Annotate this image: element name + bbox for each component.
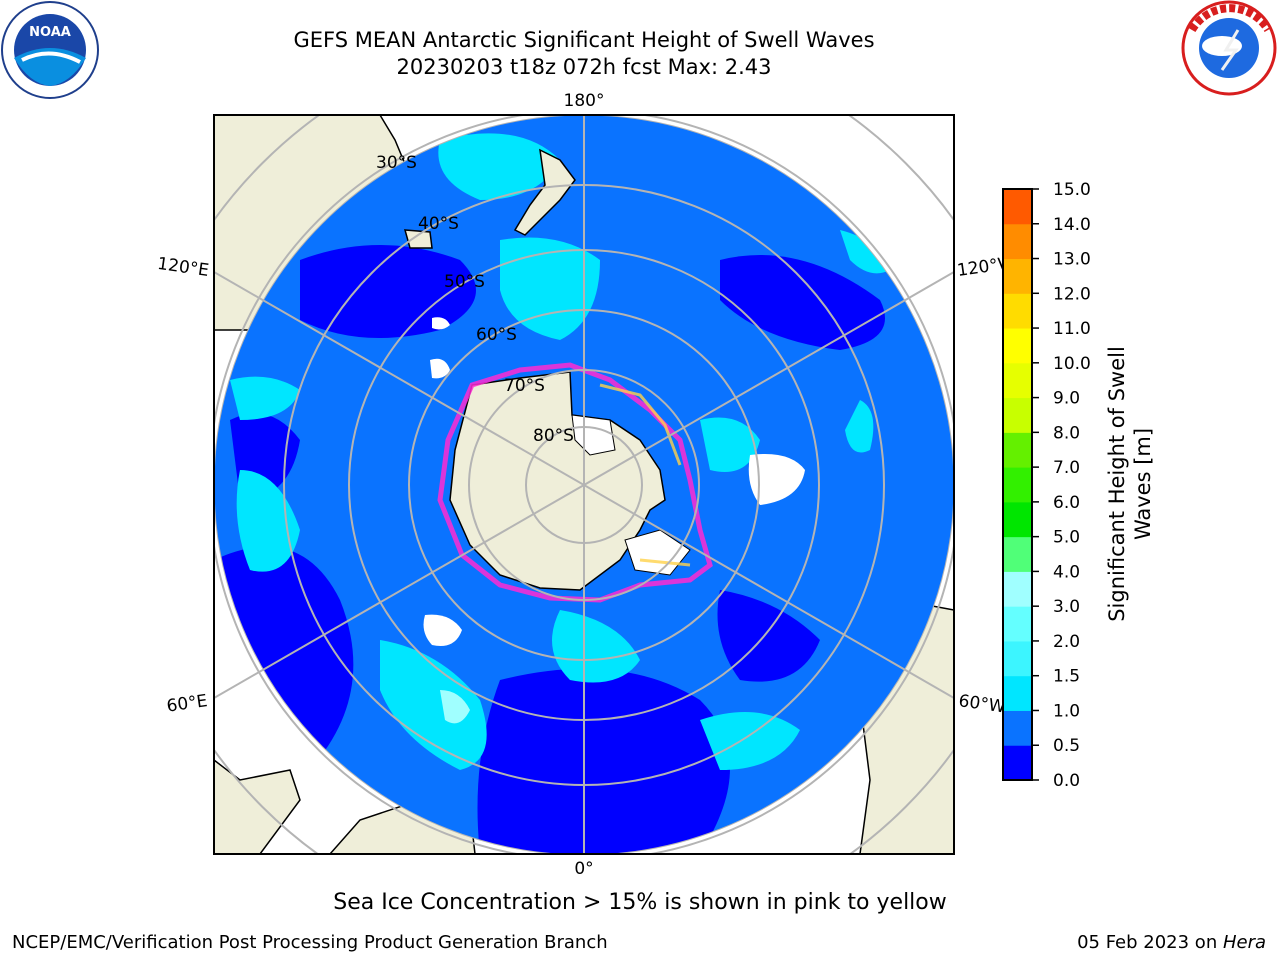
- map-frame: [213, 114, 955, 855]
- colorbar-band: [1003, 258, 1032, 294]
- colorbar-band: [1003, 397, 1032, 433]
- meridian-label-60e: 60°E: [165, 691, 208, 716]
- colorbar-tick-label: 15.0: [1053, 180, 1091, 200]
- colorbar-band: [1003, 189, 1032, 225]
- colorbar-title-line1: Significant Height of Swell: [1105, 346, 1129, 622]
- colorbar-tick-label: 8.0: [1053, 423, 1080, 443]
- colorbar-tick-label: 10.0: [1053, 354, 1091, 374]
- colorbar-band: [1003, 606, 1032, 642]
- sea-ice-note: Sea Ice Concentration > 15% is shown in …: [333, 890, 947, 915]
- lat-label-80s: 80°S: [533, 426, 574, 446]
- meridian-label-180: 180°: [564, 91, 605, 111]
- colorbar-tick-label: 0.0: [1053, 771, 1080, 791]
- lat-label-70s: 70°S: [504, 376, 545, 396]
- sea-ice-edge: [437, 362, 713, 603]
- graticule: [214, 115, 954, 854]
- colorbar-tick-label: 4.0: [1053, 562, 1080, 582]
- chart-title: GEFS MEAN Antarctic Significant Height o…: [293, 28, 875, 52]
- colorbar-tick-label: 6.0: [1053, 493, 1080, 513]
- colorbar-tick-label: 12.0: [1053, 284, 1091, 304]
- meridian-label-0: 0°: [574, 859, 593, 879]
- footer-date-text: 05 Feb 2023 on: [1077, 932, 1223, 953]
- colorbar-title-line2: Waves [m]: [1131, 428, 1155, 540]
- colorbar-band: [1003, 467, 1032, 503]
- colorbar-tick-label: 11.0: [1053, 319, 1091, 339]
- lat-label-60s: 60°S: [476, 325, 517, 345]
- land-africa: [214, 759, 301, 854]
- lat-label-30s: 30°S: [376, 153, 417, 173]
- nws-logo-icon: [1181, 0, 1277, 96]
- meridian-label-60w: 60°W: [957, 691, 1006, 717]
- colorbar-band: [1003, 710, 1032, 746]
- colorbar-tick-label: 14.0: [1053, 215, 1091, 235]
- colorbar-band: [1003, 223, 1032, 260]
- colorbar-tick-label: 0.5: [1053, 736, 1080, 756]
- colorbar-band: [1003, 501, 1032, 538]
- colorbar-tick-label: 2.0: [1053, 632, 1080, 652]
- footer-host: Hera: [1222, 932, 1266, 953]
- colorbar-tick-label: 5.0: [1053, 528, 1080, 548]
- colorbar-frame: [1002, 188, 1033, 781]
- colorbar-tick-label: 1.0: [1053, 701, 1080, 721]
- colorbar-tick-label: 7.0: [1053, 458, 1080, 478]
- colorbar-band: [1003, 432, 1032, 468]
- colorbar-band: [1003, 536, 1032, 572]
- colorbar: [1003, 189, 1032, 781]
- colorbar-tick-label: 13.0: [1053, 250, 1091, 270]
- footer-credit: NCEP/EMC/Verification Post Processing Pr…: [12, 932, 608, 953]
- colorbar-tick-label: 3.0: [1053, 597, 1080, 617]
- svg-text:NOAA: NOAA: [29, 25, 71, 40]
- land-new-zealand: [513, 148, 576, 236]
- lat-label-40s: 40°S: [418, 214, 459, 234]
- colorbar-tick-label: 1.5: [1053, 667, 1080, 687]
- colorbar-band: [1003, 745, 1032, 781]
- colorbar-band: [1003, 675, 1032, 711]
- colorbar-band: [1003, 293, 1032, 329]
- colorbar-band: [1003, 640, 1032, 677]
- colorbar-tick-label: 9.0: [1053, 389, 1080, 409]
- meridian-label-120e: 120°E: [156, 254, 210, 281]
- colorbar-ticks: 0.0 0.5 1.0 1.5 2.0 3.0 4.0 5.0 6.0 7.0 8.0 9.0 10.0…: [1032, 180, 1091, 791]
- colorbar-band: [1003, 328, 1032, 364]
- chart-subtitle: 20230203 t18z 072h fcst Max: 2.43: [396, 55, 772, 79]
- footer-date: 05 Feb 2023 on Hera: [1077, 932, 1266, 953]
- colorbar-band: [1003, 362, 1032, 399]
- colorbar-band: [1003, 571, 1032, 607]
- lat-label-50s: 50°S: [444, 272, 485, 292]
- noaa-logo-icon: NOAA: [1, 1, 99, 99]
- ice-shelf-ross: [571, 414, 616, 456]
